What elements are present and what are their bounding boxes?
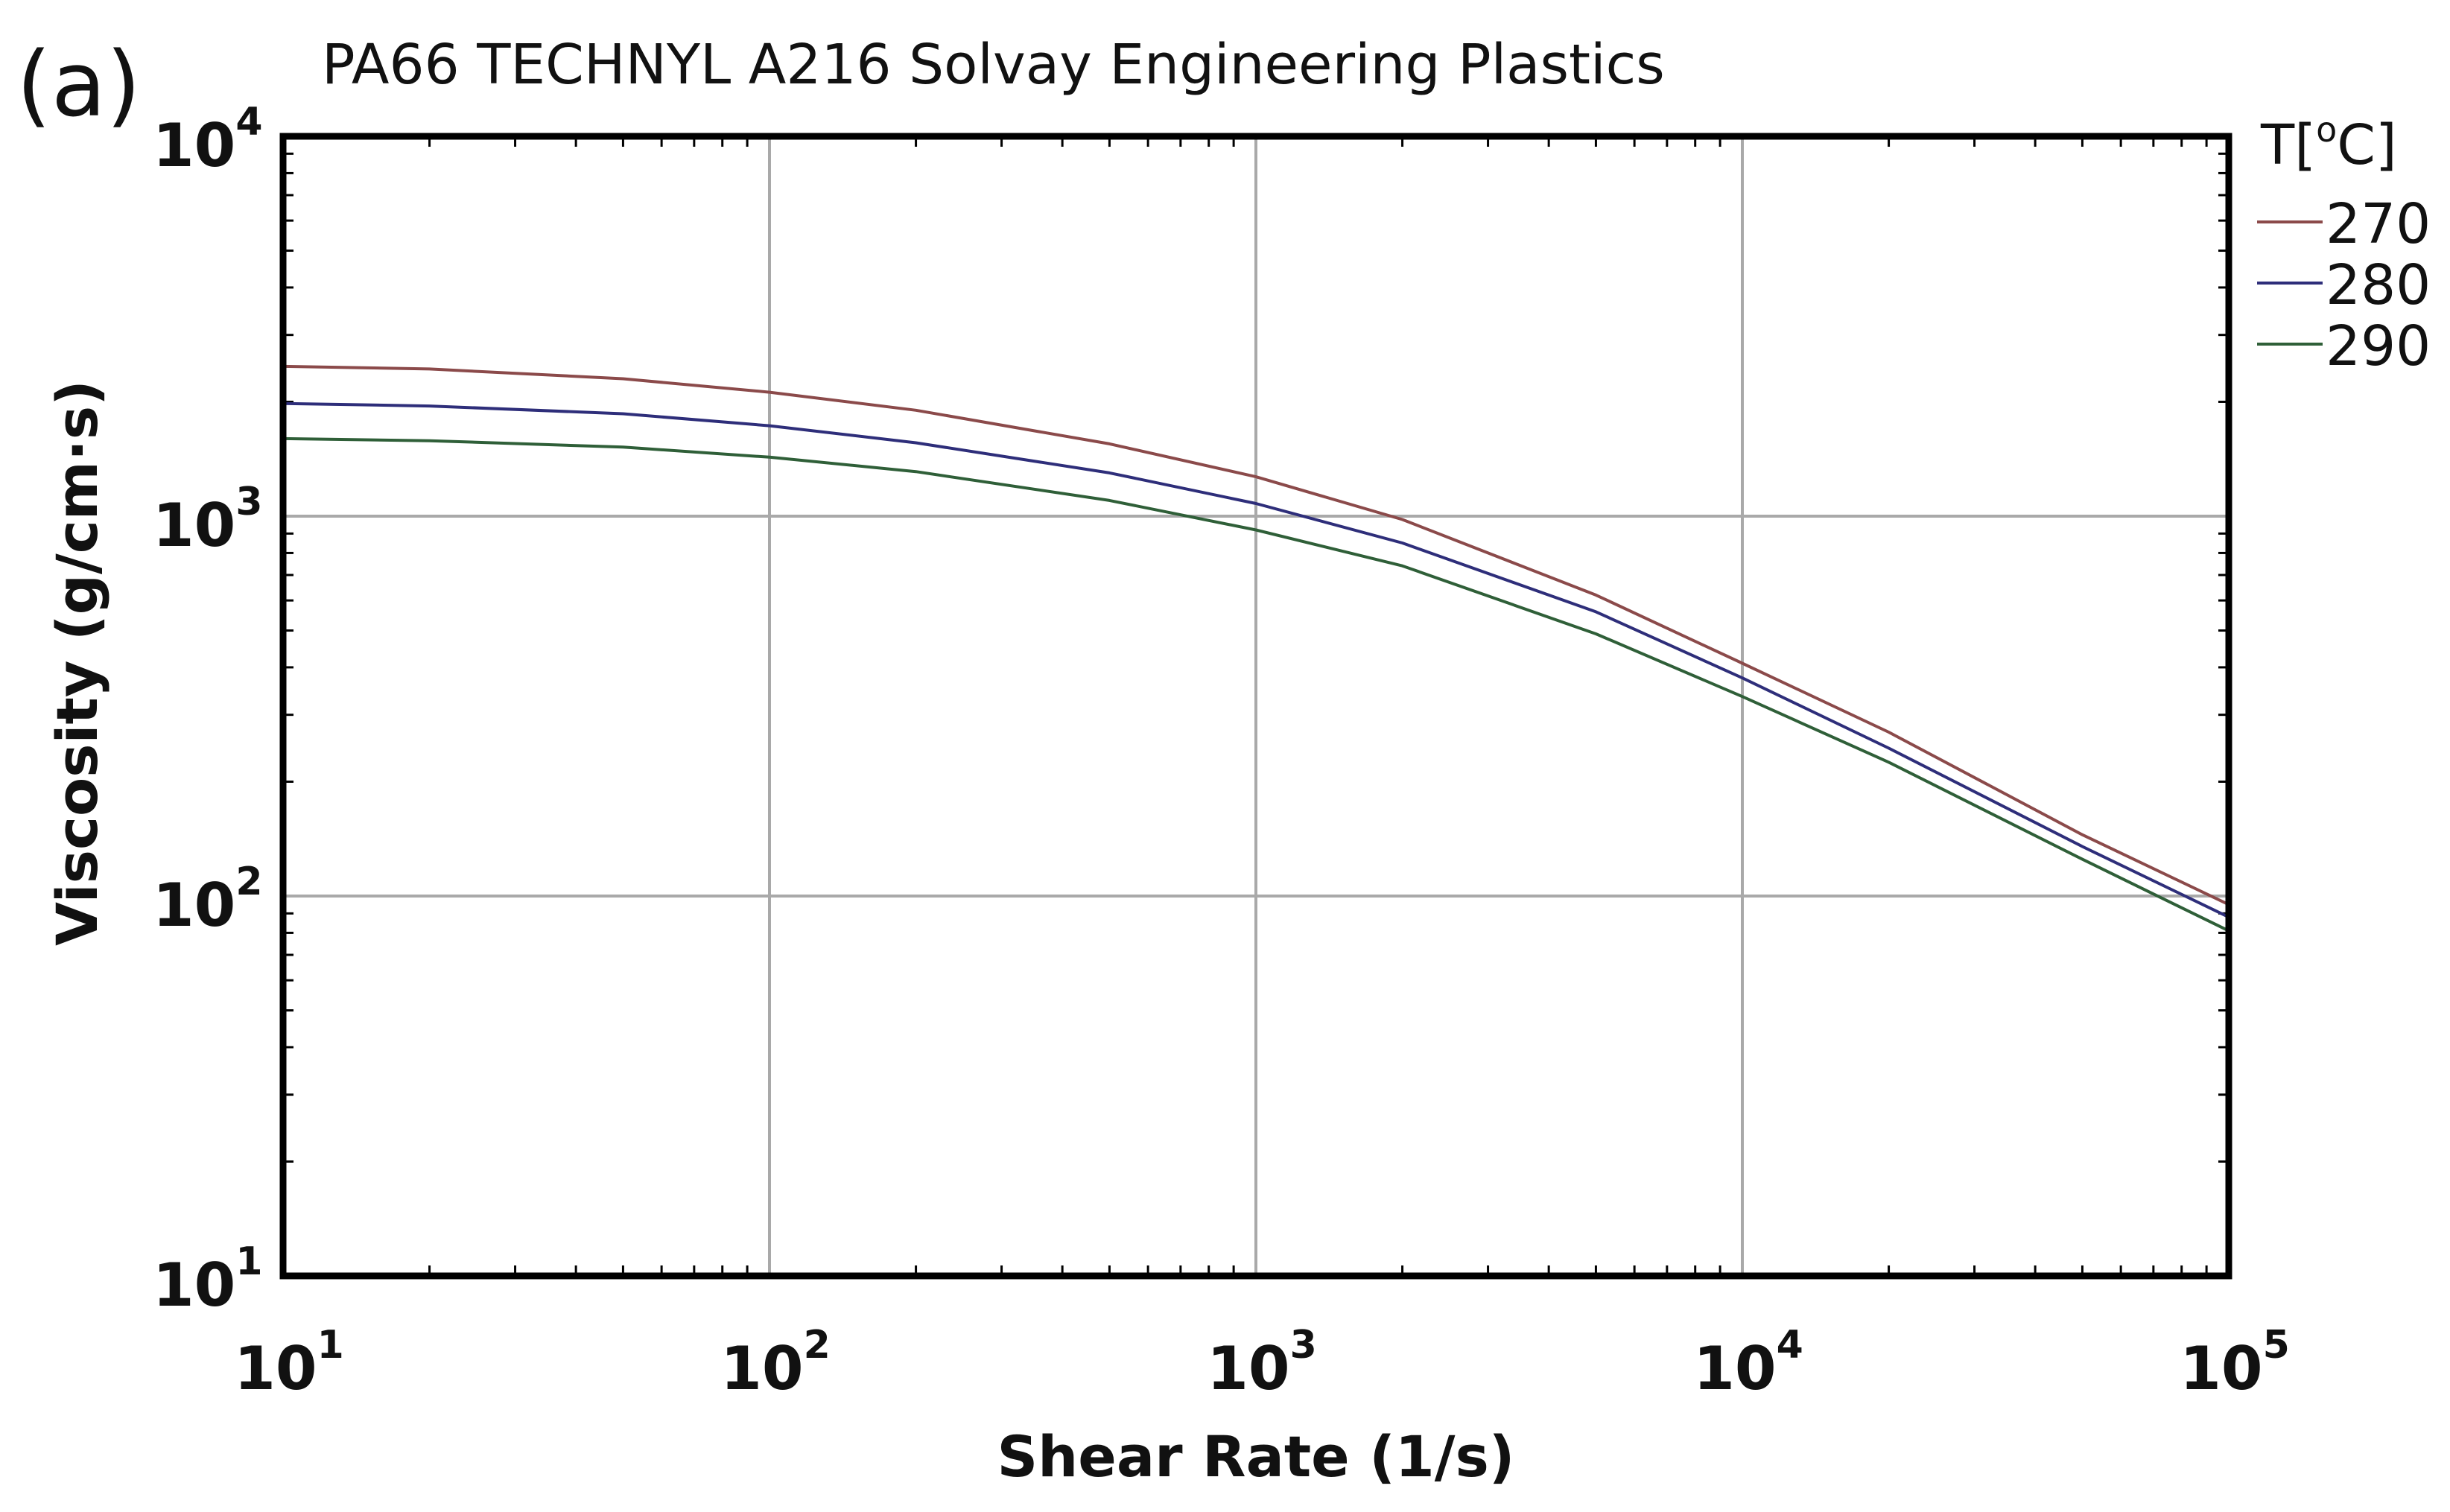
x-tick-exponent: 2 [804, 1323, 831, 1368]
x-tick-label-2: 103 [1207, 1323, 1317, 1403]
y-tick-base: 10 [153, 111, 235, 180]
y-tick-label-1: 102 [153, 860, 263, 940]
y-tick-exponent: 4 [235, 100, 262, 144]
x-tick-label-0: 101 [234, 1323, 344, 1403]
legend-title-end: C] [2337, 113, 2397, 177]
x-tick-base: 10 [2180, 1334, 2262, 1403]
x-tick-base: 10 [720, 1334, 803, 1403]
x-tick-exponent: 4 [1777, 1323, 1803, 1368]
y-tick-label-0: 101 [153, 1239, 263, 1320]
legend-label-290: 290 [2326, 314, 2431, 378]
legend-title-sup: o [2316, 109, 2337, 150]
x-axis-ticks: 101 102 103 104 105 [234, 1323, 2290, 1403]
legend-title-main: T[ [2260, 113, 2316, 177]
x-tick-base: 10 [1207, 1334, 1289, 1403]
legend-title: T[oC] [2260, 109, 2397, 177]
plot-frame [279, 133, 2232, 1280]
series-lines [282, 364, 2230, 933]
y-tick-base: 10 [153, 1251, 235, 1320]
legend-label-270: 270 [2326, 192, 2431, 256]
x-tick-base: 10 [234, 1334, 317, 1403]
series-line-290 [282, 436, 2230, 933]
y-tick-base: 10 [153, 491, 235, 560]
series-line-280 [282, 401, 2230, 919]
y-tick-exponent: 1 [235, 1239, 262, 1284]
grid-lines [283, 136, 2229, 1276]
x-tick-exponent: 1 [317, 1323, 344, 1368]
x-tick-label-1: 102 [720, 1323, 831, 1403]
y-tick-label-2: 103 [153, 480, 263, 560]
series-line-270 [282, 364, 2230, 906]
y-tick-exponent: 2 [235, 860, 262, 904]
x-axis-title: Shear Rate (1/s) [997, 1423, 1514, 1490]
chart-title: PA66 TECHNYL A216 Solvay Engineering Pla… [322, 33, 1665, 97]
x-tick-label-3: 104 [1693, 1323, 1803, 1403]
y-tick-label-3: 104 [153, 100, 263, 180]
panel-label: (a) [16, 34, 141, 137]
y-tick-exponent: 3 [235, 480, 262, 524]
legend-label-280: 280 [2326, 253, 2431, 317]
y-tick-base: 10 [153, 871, 235, 940]
x-tick-exponent: 5 [2263, 1323, 2290, 1368]
x-tick-exponent: 3 [1290, 1323, 1317, 1368]
y-axis-title: Viscosity (g/cm·s) [44, 380, 110, 946]
x-tick-label-4: 105 [2180, 1323, 2290, 1403]
x-tick-base: 10 [1693, 1334, 1776, 1403]
